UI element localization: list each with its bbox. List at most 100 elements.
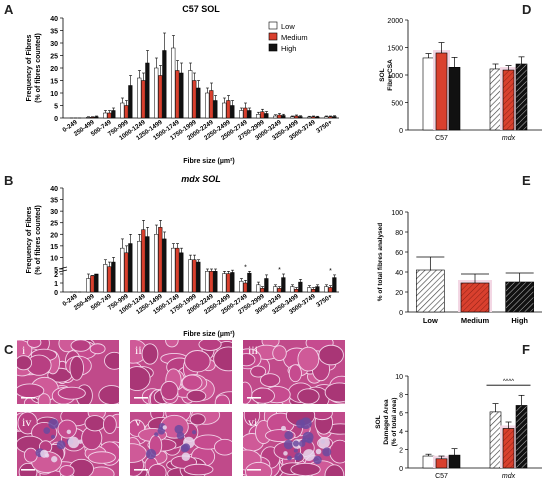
y-tick-label: 2	[399, 448, 403, 455]
bar-high	[264, 113, 269, 119]
muscle-fibre	[59, 465, 75, 476]
bar-medium	[192, 80, 197, 119]
damage-region	[180, 444, 189, 453]
muscle-fibre	[214, 394, 230, 404]
bar-high	[515, 405, 528, 469]
muscle-fibre	[297, 388, 320, 404]
legend-swatch-high	[268, 43, 278, 52]
chart-title: mdx SOL	[181, 174, 221, 184]
muscle-fibre	[23, 447, 38, 463]
damage-region	[176, 431, 185, 440]
bar-medium	[192, 259, 197, 293]
bar-low	[489, 411, 502, 469]
bar-low	[86, 117, 91, 119]
y-axis-label: SOLDamaged Area(% of total area)	[375, 398, 398, 447]
muscle-fibre-texture	[130, 340, 232, 404]
y-tick-label: 6	[399, 411, 403, 418]
histogram-mdx: mdx SOL 0 1 25 10 15 20 25 30 35 40 Frequency of Fi…	[26, 174, 339, 338]
damage-region	[48, 418, 59, 430]
y-tick-label: 15	[50, 244, 58, 251]
legend-label: Medium	[281, 33, 308, 42]
muscle-fibre	[297, 346, 320, 372]
y-tick-label: 5	[54, 104, 58, 111]
damage-region	[56, 440, 66, 450]
y-tick-label: 60	[395, 250, 403, 257]
y-tick-label: 100	[391, 210, 403, 217]
muscle-fibre	[130, 443, 147, 463]
bar-high	[179, 72, 184, 119]
muscle-fibre	[104, 351, 119, 370]
y-axis-label: Frequency of Fibres (% of fibres counted)	[26, 33, 42, 103]
damage-region	[303, 449, 315, 461]
bar-low	[188, 259, 193, 293]
muscle-fibre	[17, 355, 33, 371]
muscle-fibre	[184, 350, 211, 373]
y-tick-label: 30	[50, 209, 58, 216]
bar-high	[515, 63, 528, 131]
bar-medium	[311, 289, 316, 293]
bar-low	[171, 47, 176, 119]
y-tick-label: 15	[50, 79, 58, 86]
bar-high	[448, 454, 461, 469]
bar-high	[505, 281, 534, 313]
scale-bar	[21, 397, 35, 399]
bar-low	[86, 278, 91, 293]
bar-medium	[294, 115, 299, 119]
micrograph-label: iv	[22, 415, 32, 429]
bar-medium	[460, 282, 490, 313]
y-tick-label: 40	[50, 16, 58, 23]
bar-low	[273, 115, 278, 119]
damage-region	[295, 419, 306, 429]
bar-medium	[260, 111, 265, 119]
muscle-fibre	[181, 374, 203, 391]
y-axis-label: SOLFibre CSA	[379, 59, 394, 91]
bar-low	[290, 116, 295, 119]
group-label: C57	[435, 135, 448, 142]
x-tick-label: 3750+	[315, 119, 334, 135]
bar-low	[273, 286, 278, 293]
muscle-fibre	[251, 387, 275, 404]
damage-region	[283, 451, 288, 456]
bar-medium	[90, 275, 95, 293]
bar-medium	[277, 288, 282, 293]
bar-low	[239, 280, 244, 293]
bar-low	[307, 116, 312, 119]
legend-swatch-medium	[268, 32, 278, 41]
micrograph-vi: vi	[243, 412, 345, 476]
y-tick-label: 0	[399, 128, 403, 135]
group-label: mdx	[502, 473, 516, 480]
y-tick-label: 500	[391, 101, 403, 108]
bar-medium	[328, 116, 333, 119]
bar-low	[137, 240, 142, 293]
muscle-fibre	[324, 382, 345, 403]
y-tick-label: 25	[50, 221, 58, 228]
bar-medium	[294, 289, 299, 293]
muscle-fibre	[27, 340, 42, 348]
damage-region	[294, 452, 303, 461]
damage-region	[287, 455, 292, 461]
bar-high	[196, 261, 201, 293]
bar-medium	[158, 227, 163, 293]
bar-high	[111, 110, 116, 119]
muscle-fibre	[98, 385, 119, 404]
bar-high	[264, 278, 269, 293]
bar-high	[230, 105, 235, 119]
bar-high	[213, 271, 218, 293]
damage-region	[322, 447, 332, 457]
muscle-fibre	[37, 393, 51, 404]
bar-medium	[435, 52, 448, 131]
bar-high	[94, 273, 99, 293]
legend-label: High	[281, 44, 296, 53]
axis-break-mark	[58, 269, 68, 273]
panel-letter-f: F	[522, 342, 530, 357]
y-tick-label: 0	[54, 290, 58, 297]
muscle-fibre	[250, 365, 267, 378]
panel-letter-e: E	[522, 173, 531, 188]
muscle-fibre-texture	[243, 412, 345, 476]
muscle-fibre	[213, 438, 232, 456]
bar-low	[222, 102, 227, 119]
muscle-fibre-texture	[17, 412, 119, 476]
category-label: Medium	[461, 316, 490, 325]
y-tick-label: 35	[50, 198, 58, 205]
bar-low	[307, 287, 312, 293]
